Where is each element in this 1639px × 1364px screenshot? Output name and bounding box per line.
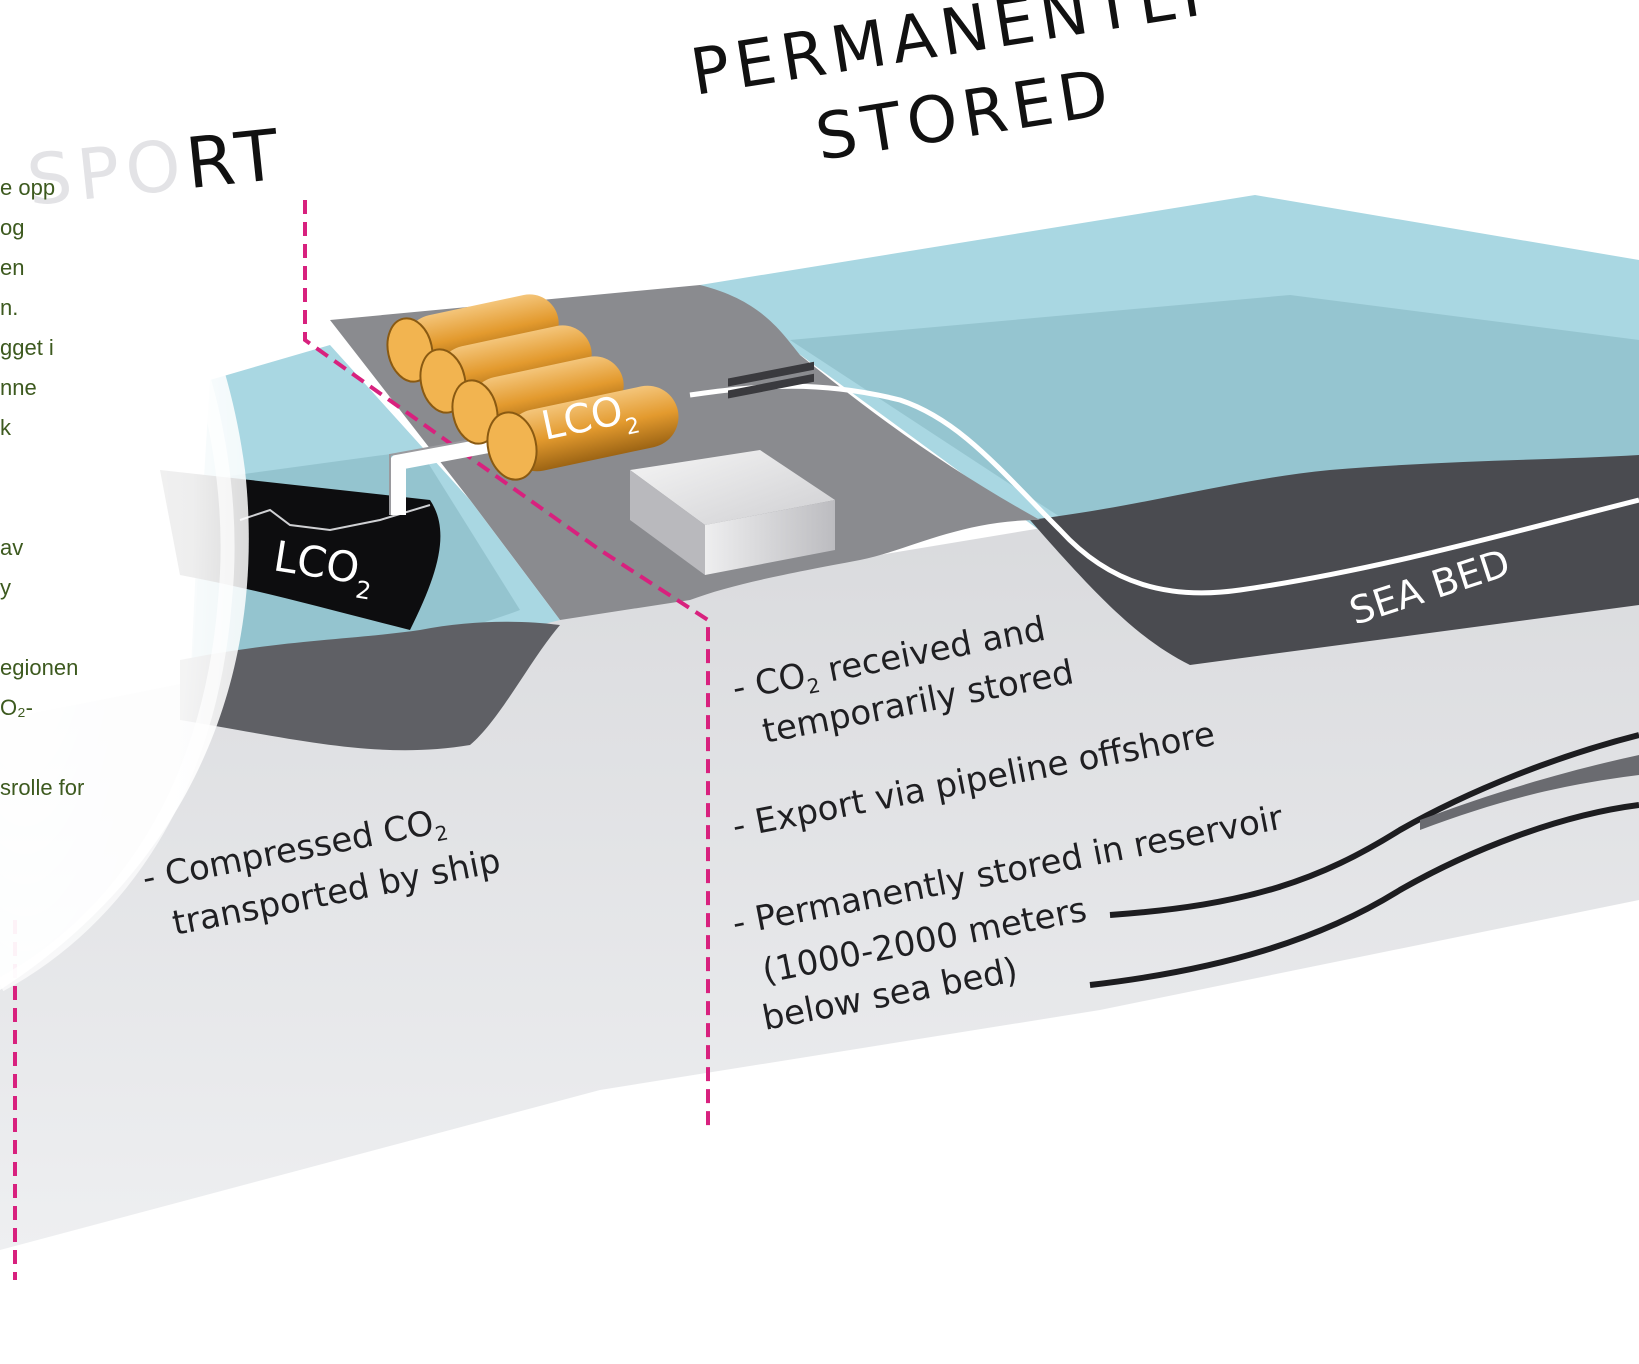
note-received-sub: 2: [805, 673, 822, 699]
sea-bed-band: [1030, 455, 1639, 665]
transport-heading: SPORT: [23, 113, 288, 222]
reservoir-line-upper: [1109, 732, 1639, 918]
pipeline: [689, 383, 1639, 596]
boundary-left: [303, 200, 710, 1130]
storage-building: [630, 361, 835, 575]
transport-heading-letter: P: [73, 130, 130, 217]
side-text-line: en: [0, 255, 25, 280]
tank-4: [486, 385, 679, 481]
transport-heading-letter: O: [121, 124, 190, 212]
side-paragraph: e opp og en n. gget i nne k av y egionen O₂- sro…: [0, 168, 125, 808]
building-vents: [728, 361, 814, 399]
transport-heading-letter: T: [230, 113, 288, 200]
side-text-line: O₂-: [0, 695, 33, 720]
ship-deck: [239, 504, 431, 532]
tank-lco2-sub: 2: [623, 413, 642, 440]
side-text-line: n.: [0, 295, 19, 320]
side-text-line: srolle for: [0, 775, 85, 800]
side-text-line: [0, 448, 125, 488]
reservoir-line-lower: [1089, 802, 1639, 988]
side-text-line: y: [0, 575, 11, 600]
side-text-line: og: [0, 215, 25, 240]
note-compressed-sub: 2: [433, 820, 450, 846]
side-text-line: [0, 488, 125, 528]
loading-arm: [390, 432, 517, 515]
side-text-line: av: [0, 535, 24, 560]
transport-heading-letter: R: [182, 118, 240, 205]
transport-heading-letter: S: [23, 135, 82, 222]
side-text-line: [0, 728, 125, 768]
side-text-line: gget i: [0, 335, 54, 360]
side-text-line: egionen: [0, 655, 79, 680]
left-seabed: [180, 621, 560, 751]
side-text-line: k: [0, 415, 11, 440]
ship-lco2-sub: 2: [354, 576, 373, 606]
side-text-line: e opp: [0, 175, 56, 200]
tank-group: LCO2: [386, 294, 679, 481]
left-fade-arc: [0, 134, 235, 992]
side-text-line: nne: [0, 375, 37, 400]
reservoir-wedge: [1420, 755, 1639, 830]
side-text-line: [0, 608, 125, 648]
